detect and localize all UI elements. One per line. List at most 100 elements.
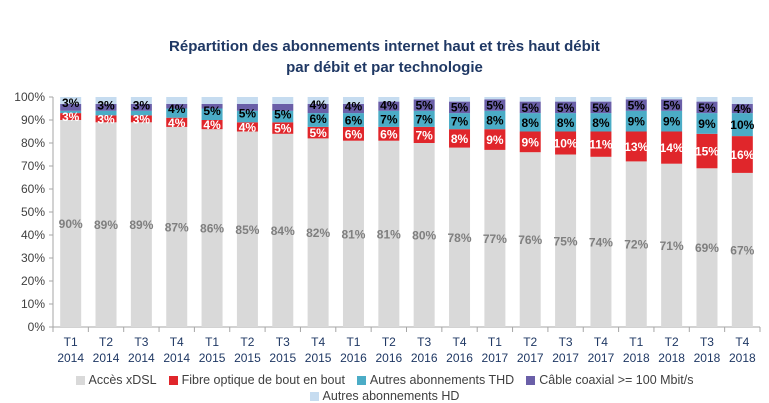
y-tick-label: 40% — [21, 228, 45, 242]
bar-segment — [661, 97, 683, 100]
bar-segment — [236, 110, 258, 123]
bar-segment — [696, 168, 718, 327]
y-tick-label: 90% — [21, 113, 45, 127]
x-tick-label-quarter: T1 — [629, 335, 643, 349]
bar-segment — [590, 97, 612, 102]
x-tick-label-quarter: T4 — [735, 335, 749, 349]
legend-item: Accès xDSL — [75, 373, 157, 387]
bar-segment — [236, 122, 258, 132]
x-tick-label-quarter: T3 — [700, 335, 714, 349]
bar-segment — [519, 101, 541, 114]
legend-label: Câble coaxial >= 100 Mbit/s — [539, 373, 694, 387]
bar-segment — [60, 113, 82, 120]
y-tick-label: 20% — [21, 274, 45, 288]
legend: Accès xDSL Fibre optique de bout en bout A… — [5, 373, 764, 403]
data-label: 7% — [451, 115, 469, 129]
y-tick-label: 60% — [21, 182, 45, 196]
bar-segment — [95, 97, 117, 104]
bar-segment — [236, 97, 258, 104]
x-tick-label-quarter: T1 — [64, 335, 78, 349]
data-label: 89% — [94, 218, 118, 232]
data-label: 9% — [663, 115, 681, 129]
bar-segment — [519, 97, 541, 102]
x-tick-label-quarter: T3 — [134, 335, 148, 349]
bar-segment — [555, 101, 577, 114]
data-label: 5% — [663, 99, 681, 113]
data-label: 9% — [628, 115, 646, 129]
data-label: 15% — [695, 145, 719, 159]
bar-segment — [625, 97, 647, 100]
data-label: 10% — [554, 137, 578, 151]
bar-segment — [60, 120, 82, 327]
data-label: 5% — [309, 126, 327, 140]
bar-segment — [590, 113, 612, 132]
data-label: 67% — [730, 243, 754, 257]
data-label: 4% — [239, 120, 257, 134]
data-label: 3% — [97, 98, 115, 112]
data-label: 8% — [486, 114, 504, 128]
bar-segment — [731, 113, 753, 137]
bar-segment — [307, 113, 329, 127]
bar-segment — [519, 152, 541, 327]
bar-segment — [166, 117, 188, 127]
data-label: 4% — [380, 98, 398, 112]
data-label: 6% — [309, 112, 327, 126]
data-label: 3% — [133, 98, 151, 112]
bar-segment — [378, 101, 400, 111]
data-label: 16% — [730, 148, 754, 162]
data-label: 90% — [59, 217, 83, 231]
x-tick-label-year: 2018 — [729, 351, 756, 365]
legend-item: Autres abonnements HD — [309, 389, 459, 403]
data-label: 14% — [660, 141, 684, 155]
bar-segment — [236, 131, 258, 327]
data-label: 77% — [483, 232, 507, 246]
bar-segment — [731, 136, 753, 173]
data-label: 8% — [522, 116, 540, 130]
x-tick-label-year: 2018 — [694, 351, 721, 365]
data-label: 4% — [309, 98, 327, 112]
data-label: 87% — [165, 220, 189, 234]
chart-title-line-2: par débit et par technologie — [286, 59, 483, 76]
data-label: 5% — [557, 101, 575, 115]
bar-segment — [555, 113, 577, 132]
data-label: 9% — [522, 135, 540, 149]
bar-segment — [449, 113, 471, 130]
bar-segment — [307, 138, 329, 327]
data-label: 9% — [486, 133, 504, 147]
bar-segment — [625, 110, 647, 132]
data-label: 75% — [554, 234, 578, 248]
chart-title-line-1: Répartition des abonnements internet hau… — [169, 38, 600, 55]
y-tick-label: 0% — [28, 320, 46, 334]
data-label: 85% — [235, 223, 259, 237]
bar-segment — [166, 108, 188, 118]
x-tick-label-year: 2016 — [340, 351, 367, 365]
data-label: 7% — [416, 128, 434, 142]
bar-segment — [555, 131, 577, 155]
data-label: 5% — [274, 122, 292, 136]
y-tick-label: 80% — [21, 136, 45, 150]
legend-label: Autres abonnements THD — [369, 373, 515, 387]
y-tick-label: 100% — [14, 90, 45, 104]
bar-segment — [696, 133, 718, 169]
data-label: 74% — [589, 235, 613, 249]
x-tick-label-year: 2015 — [269, 351, 296, 365]
y-tick-label: 10% — [21, 297, 45, 311]
bar-segment — [484, 149, 506, 327]
bar-segment — [272, 133, 294, 327]
x-tick-label-year: 2017 — [517, 351, 544, 365]
data-label: 4% — [168, 102, 186, 116]
bar-segment — [731, 103, 753, 114]
bar-segment — [95, 103, 117, 111]
legend-label: Accès xDSL — [88, 373, 157, 387]
bar-segment — [272, 103, 294, 111]
data-label: 69% — [695, 241, 719, 255]
x-tick-label-quarter: T2 — [99, 335, 113, 349]
bar-segment — [201, 103, 223, 109]
bar-segment — [378, 110, 400, 127]
x-tick-label-quarter: T1 — [205, 335, 219, 349]
bar-segment — [60, 97, 82, 104]
bar-segment — [590, 101, 612, 114]
bar-segment — [130, 110, 152, 116]
